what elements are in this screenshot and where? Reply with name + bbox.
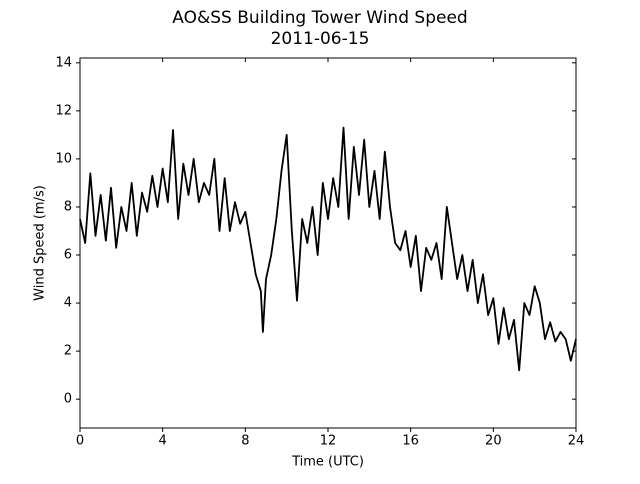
y-tick-label: 8: [64, 199, 72, 214]
y-tick-label: 2: [64, 344, 72, 359]
y-tick-label: 4: [64, 296, 72, 311]
y-tick-label: 14: [55, 55, 72, 70]
x-axis-label: Time (UTC): [291, 455, 364, 470]
x-tick-label: 12: [320, 434, 337, 449]
x-tick-label: 8: [241, 434, 249, 449]
chart-subtitle: 2011-06-15: [271, 29, 370, 49]
x-tick-label: 4: [159, 434, 167, 449]
x-tick-label: 0: [76, 434, 84, 449]
y-tick-label: 6: [64, 248, 72, 263]
y-tick-label: 12: [55, 103, 72, 118]
data-line: [79, 126, 577, 372]
x-tick-label: 16: [402, 434, 419, 449]
chart-title: AO&SS Building Tower Wind Speed: [172, 8, 467, 28]
y-tick-label: 0: [64, 392, 72, 407]
x-tick-label: 24: [568, 434, 585, 449]
plot-frame: [79, 57, 577, 429]
y-axis-label: Wind Speed (m/s): [33, 185, 48, 301]
x-tick-label: 20: [485, 434, 502, 449]
y-tick-label: 10: [55, 151, 72, 166]
